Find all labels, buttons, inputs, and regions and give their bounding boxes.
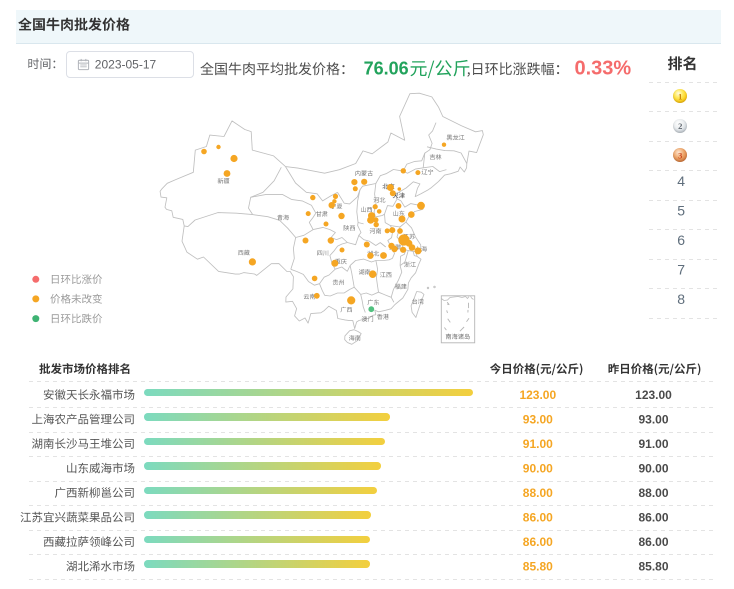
svg-text:86.00: 86.00 xyxy=(523,535,553,549)
svg-text:85.80: 85.80 xyxy=(638,560,668,574)
svg-text:4: 4 xyxy=(677,173,685,189)
svg-text:123.00: 123.00 xyxy=(635,388,672,402)
svg-text:93.00: 93.00 xyxy=(638,413,668,427)
svg-text:86.00: 86.00 xyxy=(638,535,668,549)
svg-text:3: 3 xyxy=(678,150,682,160)
svg-text:85.80: 85.80 xyxy=(523,560,553,574)
svg-text:2: 2 xyxy=(678,121,682,131)
svg-text:88.00: 88.00 xyxy=(638,486,668,500)
svg-text:91.00: 91.00 xyxy=(638,437,668,451)
svg-text:7: 7 xyxy=(677,262,685,278)
svg-text:93.00: 93.00 xyxy=(523,413,553,427)
svg-text:86.00: 86.00 xyxy=(638,511,668,525)
svg-text:6: 6 xyxy=(677,232,685,248)
svg-text:90.00: 90.00 xyxy=(638,462,668,476)
svg-text:0.33%: 0.33% xyxy=(575,58,632,80)
svg-text:91.00: 91.00 xyxy=(523,437,553,451)
svg-text:2023-05-17: 2023-05-17 xyxy=(95,57,157,71)
svg-text:90.00: 90.00 xyxy=(523,462,553,476)
svg-text:123.00: 123.00 xyxy=(519,388,556,402)
svg-text:86.00: 86.00 xyxy=(523,511,553,525)
svg-text:76.06: 76.06 xyxy=(364,59,409,79)
svg-text:8: 8 xyxy=(677,291,685,307)
svg-text:5: 5 xyxy=(677,203,685,219)
svg-text:1: 1 xyxy=(678,91,682,101)
svg-text:88.00: 88.00 xyxy=(523,486,553,500)
